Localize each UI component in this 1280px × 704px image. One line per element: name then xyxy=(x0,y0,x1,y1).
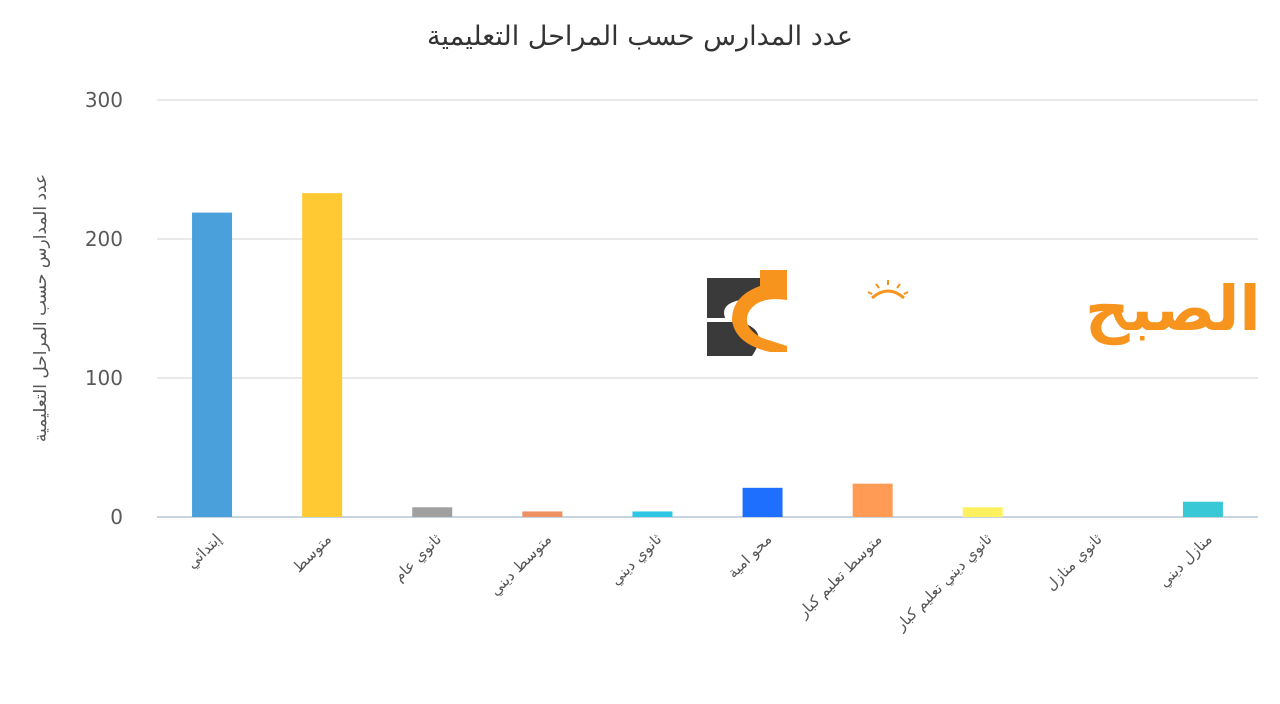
y-tick-label: 200 xyxy=(85,227,123,251)
watermark-logo: بوابة الصبح xyxy=(707,270,1280,356)
bars xyxy=(192,193,1223,517)
sun-icon xyxy=(867,280,909,300)
x-tick-label: متوسط xyxy=(289,530,335,576)
bar xyxy=(632,511,673,517)
x-tick-label: منازل ديني xyxy=(1155,530,1216,591)
y-tick-label: 100 xyxy=(85,366,123,390)
x-tick-label: متوسط ديني xyxy=(486,530,556,600)
x-tick-label: إبتدائي xyxy=(183,530,226,573)
bar xyxy=(522,511,563,517)
y-tick-label: 300 xyxy=(85,88,123,112)
bar xyxy=(192,212,233,517)
x-tick-labels: إبتدائي متوسط ثانوي عام متوسط ديني ثانوي دين… xyxy=(183,530,1217,635)
bar xyxy=(302,193,343,517)
bar xyxy=(1182,501,1223,517)
grid-lines: 0 100 200 300 xyxy=(85,88,1258,529)
y-tick-label: 0 xyxy=(110,505,123,529)
bar xyxy=(962,507,1003,517)
x-tick-label: متوسط تعليم كبار xyxy=(794,530,886,622)
bar xyxy=(412,507,453,517)
x-tick-label: ثانوي منازل xyxy=(1042,530,1107,595)
x-tick-label: ثانوي ديني تعليم كبار xyxy=(891,530,996,635)
x-tick-label: محو امية xyxy=(724,530,776,582)
y-axis-label: عدد المدارس حسب المراحل التعليمية xyxy=(31,174,51,442)
chart-title: عدد المدارس حسب المراحل التعليمية xyxy=(427,21,853,52)
watermark-text: بوابة الصبح xyxy=(1085,272,1280,345)
bar xyxy=(852,483,893,517)
bar xyxy=(742,487,783,517)
x-tick-label: ثانوي عام xyxy=(390,530,446,586)
x-tick-label: ثانوي ديني xyxy=(607,530,666,589)
logo-emblem xyxy=(707,270,787,356)
